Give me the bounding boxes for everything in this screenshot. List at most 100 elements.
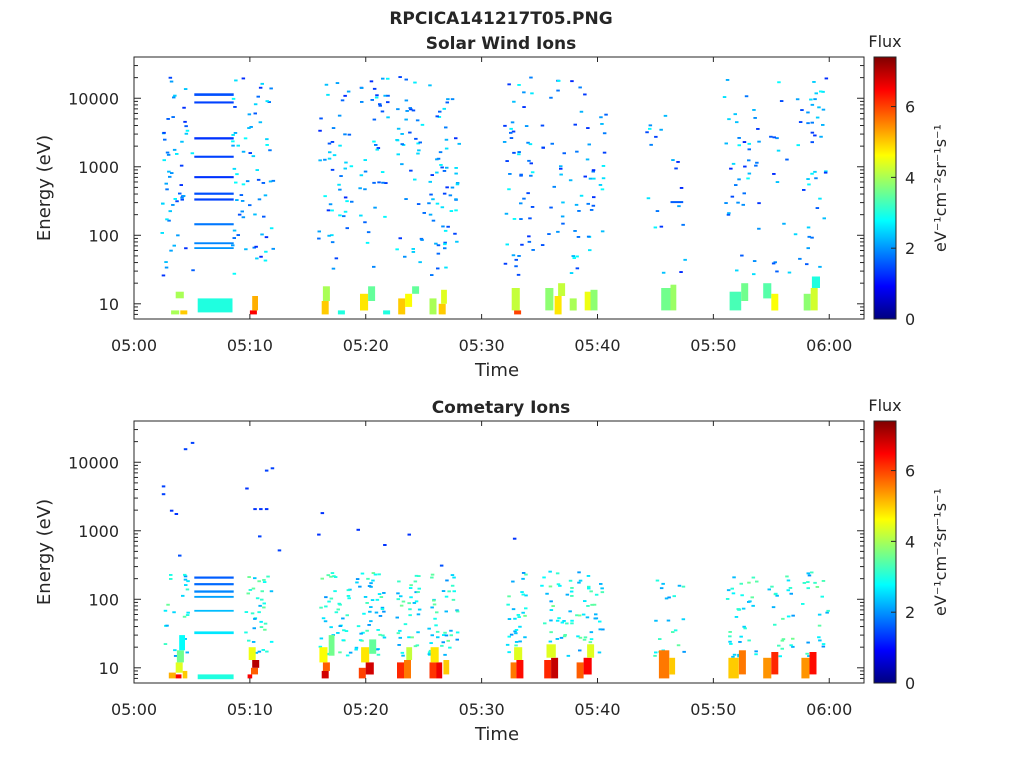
x-tick-label: 05:50 bbox=[690, 700, 736, 719]
heatmap-cell bbox=[253, 213, 257, 216]
heatmap-cell bbox=[345, 614, 349, 617]
heatmap-cell bbox=[796, 144, 800, 147]
heatmap-cell bbox=[362, 612, 366, 615]
heatmap-cell bbox=[818, 197, 822, 200]
heatmap-cell bbox=[594, 617, 599, 620]
heatmap-cell bbox=[165, 188, 169, 191]
heatmap-cell bbox=[776, 149, 781, 152]
heatmap-block bbox=[182, 670, 188, 679]
heatmap-cell bbox=[441, 641, 445, 644]
heatmap-cell bbox=[257, 580, 261, 583]
heatmap-cell bbox=[602, 151, 607, 154]
heatmap-cell bbox=[569, 590, 574, 593]
heatmap-cell bbox=[509, 137, 514, 139]
heatmap-cell bbox=[503, 262, 508, 265]
heatmap-block bbox=[438, 303, 446, 315]
heatmap-cell bbox=[417, 587, 421, 590]
heatmap-cell bbox=[359, 174, 364, 177]
heatmap-cell bbox=[262, 606, 266, 609]
heatmap-cell bbox=[235, 173, 239, 176]
heatmap-cell bbox=[600, 230, 605, 233]
heatmap-cell bbox=[342, 629, 346, 632]
heatmap-cell bbox=[372, 181, 376, 184]
heatmap-cell bbox=[589, 631, 594, 634]
heatmap-cell bbox=[559, 165, 563, 168]
heatmap-band bbox=[194, 631, 234, 635]
heatmap-cell bbox=[413, 178, 417, 181]
heatmap-cell bbox=[510, 121, 515, 124]
heatmap-block bbox=[412, 286, 420, 294]
heatmap-cell bbox=[757, 202, 761, 205]
heatmap-cell bbox=[162, 159, 166, 162]
heatmap-cell bbox=[735, 269, 739, 272]
heatmap-cell bbox=[251, 641, 256, 643]
heatmap-cell bbox=[530, 171, 535, 174]
heatmap-cell bbox=[234, 181, 238, 184]
heatmap-cell bbox=[742, 192, 746, 195]
heatmap-cell bbox=[598, 184, 603, 186]
heatmap-cell bbox=[395, 248, 399, 251]
heatmap-block bbox=[247, 674, 253, 679]
heatmap-cell bbox=[396, 598, 400, 601]
heatmap-cell bbox=[452, 590, 456, 593]
heatmap-cell bbox=[655, 579, 660, 582]
heatmap-cell bbox=[663, 114, 668, 117]
heatmap-cell bbox=[318, 645, 323, 648]
heatmap-cell bbox=[555, 619, 560, 622]
heatmap-cell bbox=[264, 469, 269, 472]
heatmap-cell bbox=[245, 180, 250, 183]
heatmap-cell bbox=[396, 153, 400, 156]
heatmap-cell bbox=[232, 229, 237, 232]
heatmap-cell bbox=[337, 114, 342, 117]
heatmap-band bbox=[194, 198, 234, 201]
heatmap-band bbox=[194, 242, 234, 245]
heatmap-cell bbox=[751, 604, 755, 607]
heatmap-cell bbox=[601, 628, 605, 631]
heatmap-cell bbox=[373, 206, 377, 209]
heatmap-cell bbox=[671, 631, 675, 633]
heatmap-cell bbox=[439, 564, 444, 567]
heatmap-cell bbox=[378, 103, 382, 106]
heatmap-cell bbox=[358, 585, 362, 588]
heatmap-cell bbox=[519, 218, 523, 220]
heatmap-cell bbox=[185, 651, 189, 654]
heatmap-cell bbox=[744, 95, 749, 98]
heatmap-cell bbox=[382, 610, 386, 613]
heatmap-cell bbox=[586, 202, 590, 205]
heatmap-cell bbox=[381, 634, 385, 637]
colorbar-unit: eV⁻¹cm⁻²sr⁻¹s⁻¹ bbox=[931, 124, 950, 252]
heatmap-cell bbox=[446, 639, 450, 642]
heatmap-cell bbox=[589, 638, 594, 641]
heatmap-cell bbox=[246, 592, 250, 595]
heatmap-cell bbox=[821, 108, 826, 111]
heatmap-cell bbox=[185, 588, 190, 591]
heatmap-cell bbox=[255, 597, 260, 600]
heatmap-cell bbox=[815, 586, 820, 588]
heatmap-cell bbox=[775, 270, 779, 273]
heatmap-cell bbox=[183, 573, 187, 576]
heatmap-cell bbox=[520, 591, 524, 593]
x-tick-label: 05:00 bbox=[111, 336, 157, 355]
heatmap-cell bbox=[559, 173, 563, 176]
heatmap-cell bbox=[664, 597, 669, 600]
heatmap-cell bbox=[265, 138, 269, 141]
heatmap-cell bbox=[417, 149, 421, 152]
heatmap-cell bbox=[821, 580, 826, 582]
heatmap-cell bbox=[343, 210, 348, 213]
heatmap-cell bbox=[676, 161, 680, 163]
heatmap-block bbox=[383, 310, 391, 315]
heatmap-cell bbox=[587, 585, 591, 588]
x-tick-label: 05:40 bbox=[574, 336, 620, 355]
colorbar-tick-label: 0 bbox=[905, 674, 915, 693]
heatmap-cell bbox=[436, 252, 441, 255]
heatmap-cell bbox=[376, 629, 380, 631]
heatmap-cell bbox=[592, 177, 596, 180]
heatmap-cell bbox=[774, 592, 778, 595]
heatmap-band bbox=[194, 590, 234, 593]
heatmap-cell bbox=[805, 652, 809, 655]
solar-wind-panel: Solar Wind Ions 05:00 05:10 05:20 05:30 05:4… bbox=[34, 32, 950, 381]
heatmap-cell bbox=[518, 625, 522, 628]
heatmap-cell bbox=[681, 618, 686, 621]
y-tick-label: 10 bbox=[99, 295, 119, 314]
heatmap-cell bbox=[509, 131, 513, 134]
